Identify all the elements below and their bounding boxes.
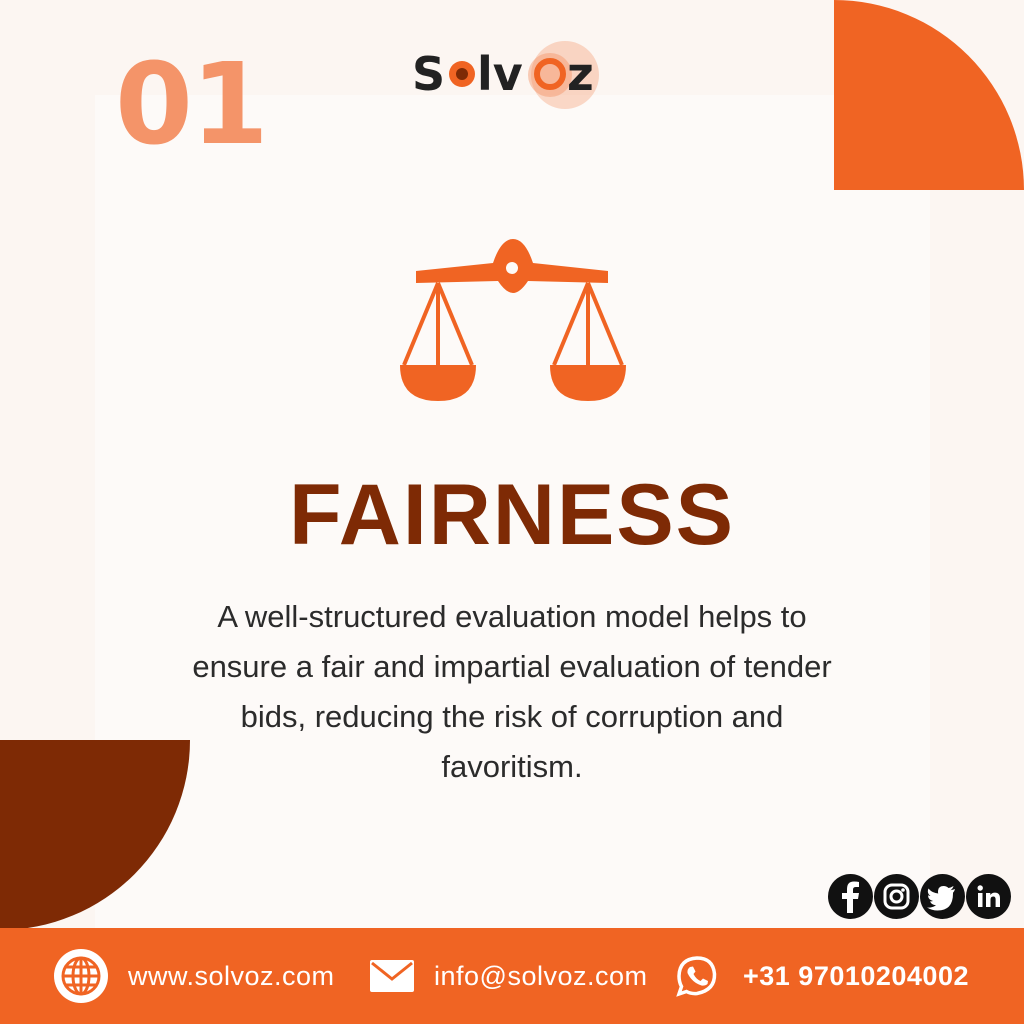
top-right-decoration [834,0,1024,190]
solvoz-logo: S lv z [410,40,610,110]
slide-number: 01 [115,40,269,170]
linkedin-icon[interactable] [966,874,1011,919]
logo-letter-s: S [412,47,445,101]
logo-letter-z: z [567,47,594,101]
twitter-icon[interactable] [920,874,965,919]
phone-contact[interactable]: +31 97010204002 [675,928,969,1024]
content-card [95,95,930,930]
page-title: FAIRNESS [288,467,736,563]
logo-graphic: S lv z [412,41,599,109]
phone-number[interactable]: +31 97010204002 [743,960,969,991]
email-link[interactable]: info@solvoz.com [434,960,648,991]
description-text: A well-structured evaluation model helps… [192,599,832,784]
logo-letters-lv: lv [477,47,523,101]
instagram-icon[interactable] [874,874,919,919]
mail-icon [370,960,414,992]
contact-footer: www.solvoz.com info@solvoz.com +31 97010… [0,928,1024,1024]
globe-icon [54,949,108,1003]
website-link[interactable]: www.solvoz.com [128,960,335,991]
facebook-icon[interactable] [828,874,873,919]
email-contact[interactable]: info@solvoz.com [370,928,647,1024]
balance-scale-icon [400,239,626,401]
social-icons [828,874,1011,919]
whatsapp-icon [676,956,717,997]
website-contact[interactable]: www.solvoz.com [52,928,335,1024]
